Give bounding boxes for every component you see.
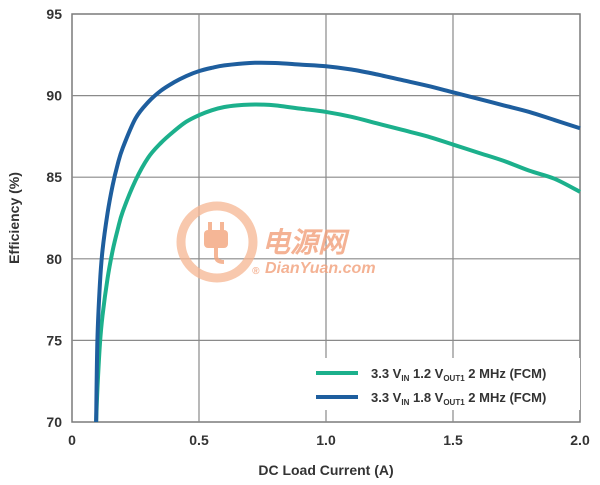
y-tick-label: 95 xyxy=(46,6,62,22)
legend-background xyxy=(300,358,580,410)
legend: 3.3 VIN 1.2 VOUT1 2 MHz (FCM) 3.3 VIN 1.8… xyxy=(300,358,580,410)
legend-label-1: 3.3 VIN 1.2 VOUT1 2 MHz (FCM) xyxy=(371,366,546,383)
watermark-cn-text: 电源网 xyxy=(262,227,350,258)
x-tick-labels: 0 0.5 1.0 1.5 2.0 xyxy=(68,432,590,448)
y-tick-label: 90 xyxy=(46,88,62,104)
x-tick-label: 1.5 xyxy=(443,432,463,448)
y-tick-label: 75 xyxy=(46,332,62,348)
grid-lines xyxy=(72,14,580,422)
plug-icon xyxy=(204,222,228,264)
watermark-url-text: DianYuan.com xyxy=(265,260,376,277)
watermark: 电源网 ® DianYuan.com xyxy=(176,201,376,283)
watermark-logo-circle xyxy=(176,201,258,283)
plot-area: 电源网 ® DianYuan.com 3.3 VIN 1.2 VOUT1 2 M… xyxy=(71,13,581,423)
y-tick-label: 80 xyxy=(46,251,62,267)
x-axis-label: DC Load Current (A) xyxy=(258,462,393,478)
y-tick-labels: 70 75 80 85 90 95 xyxy=(46,6,62,430)
y-tick-label: 85 xyxy=(46,169,62,185)
x-tick-label: 2.0 xyxy=(570,432,590,448)
legend-label-2: 3.3 VIN 1.8 VOUT1 2 MHz (FCM) xyxy=(371,390,546,407)
series-layer xyxy=(94,60,581,423)
x-tick-label: 0 xyxy=(68,432,76,448)
x-tick-label: 0.5 xyxy=(189,432,209,448)
series-line-2 xyxy=(94,60,581,423)
watermark-registered-mark: ® xyxy=(252,266,260,277)
series-line-1 xyxy=(94,102,581,423)
y-tick-label: 70 xyxy=(46,414,62,430)
x-tick-label: 1.0 xyxy=(316,432,336,448)
y-axis-label: Efficiency (%) xyxy=(6,172,22,264)
